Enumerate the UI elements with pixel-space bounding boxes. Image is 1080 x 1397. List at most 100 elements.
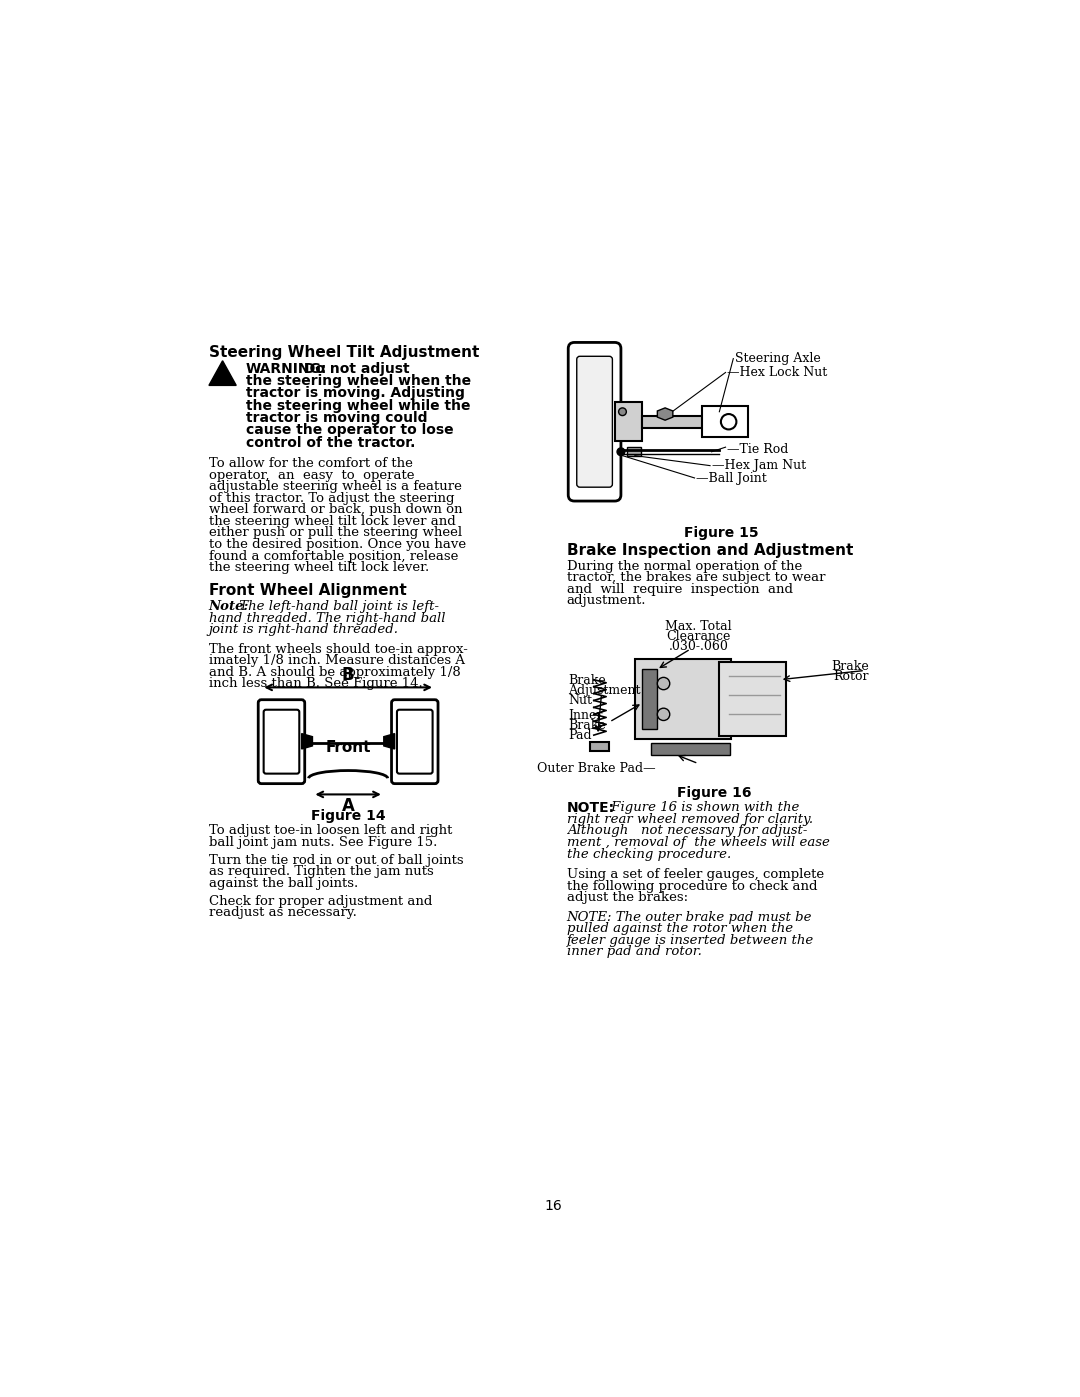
FancyBboxPatch shape [568, 342, 621, 502]
Text: imately 1/8 inch. Measure distances A: imately 1/8 inch. Measure distances A [208, 654, 464, 668]
Text: right rear wheel removed for clarity.: right rear wheel removed for clarity. [567, 813, 813, 826]
Text: against the ball joints.: against the ball joints. [208, 877, 357, 890]
FancyBboxPatch shape [702, 407, 748, 437]
Text: the steering wheel while the: the steering wheel while the [246, 398, 470, 412]
Text: Check for proper adjustment and: Check for proper adjustment and [208, 894, 432, 908]
Text: operator,  an  easy  to  operate: operator, an easy to operate [208, 469, 414, 482]
FancyBboxPatch shape [392, 700, 438, 784]
Text: Front: Front [325, 740, 370, 754]
Text: Pad: Pad [568, 729, 592, 742]
Text: Using a set of feeler gauges, complete: Using a set of feeler gauges, complete [567, 869, 824, 882]
Text: the steering wheel tilt lock lever.: the steering wheel tilt lock lever. [208, 562, 429, 574]
Circle shape [619, 408, 626, 415]
Text: —Ball Joint: —Ball Joint [697, 472, 767, 485]
FancyBboxPatch shape [642, 669, 658, 729]
Text: Rotor: Rotor [834, 671, 869, 683]
Circle shape [721, 414, 737, 429]
Text: Do not adjust: Do not adjust [298, 362, 409, 376]
Text: Inner: Inner [568, 708, 603, 722]
Text: and B. A should be approximately 1/8: and B. A should be approximately 1/8 [208, 666, 460, 679]
Text: WARNING:: WARNING: [246, 362, 327, 376]
Circle shape [617, 448, 625, 455]
FancyBboxPatch shape [627, 447, 642, 455]
Text: of this tractor. To adjust the steering: of this tractor. To adjust the steering [208, 492, 454, 504]
Text: During the normal operation of the: During the normal operation of the [567, 560, 802, 573]
Text: pulled against the rotor when the: pulled against the rotor when the [567, 922, 793, 935]
Text: Brake: Brake [832, 661, 869, 673]
FancyBboxPatch shape [635, 659, 731, 739]
Text: ball joint jam nuts. See Figure 15.: ball joint jam nuts. See Figure 15. [208, 835, 437, 849]
Text: Figure 16 is shown with the: Figure 16 is shown with the [607, 802, 799, 814]
FancyBboxPatch shape [615, 402, 642, 441]
Text: To adjust toe-in loosen left and right: To adjust toe-in loosen left and right [208, 824, 453, 837]
FancyBboxPatch shape [590, 742, 608, 752]
Text: The front wheels should toe-in approx-: The front wheels should toe-in approx- [208, 643, 468, 655]
Text: and  will  require  inspection  and: and will require inspection and [567, 583, 793, 595]
Text: Steering Wheel Tilt Adjustment: Steering Wheel Tilt Adjustment [208, 345, 480, 360]
Text: Nut: Nut [568, 693, 592, 707]
Text: tractor, the brakes are subject to wear: tractor, the brakes are subject to wear [567, 571, 825, 584]
Polygon shape [658, 408, 673, 420]
FancyBboxPatch shape [258, 700, 305, 784]
Text: Figure 15: Figure 15 [685, 525, 759, 539]
Text: The left-hand ball joint is left-: The left-hand ball joint is left- [235, 601, 438, 613]
Text: the following procedure to check and: the following procedure to check and [567, 880, 818, 893]
Text: Turn the tie rod in or out of ball joints: Turn the tie rod in or out of ball joint… [208, 854, 463, 866]
Polygon shape [301, 733, 312, 749]
Text: the steering wheel when the: the steering wheel when the [246, 374, 471, 388]
Text: inner pad and rotor.: inner pad and rotor. [567, 946, 702, 958]
Polygon shape [383, 733, 394, 749]
Text: To allow for the comfort of the: To allow for the comfort of the [208, 457, 413, 471]
Text: joint is right-hand threaded.: joint is right-hand threaded. [208, 623, 399, 637]
FancyBboxPatch shape [577, 356, 612, 488]
Text: Although   not necessary for adjust-: Although not necessary for adjust- [567, 824, 807, 837]
FancyBboxPatch shape [397, 710, 433, 774]
Text: control of the tractor.: control of the tractor. [246, 436, 415, 450]
Text: Note:: Note: [208, 601, 249, 613]
Text: readjust as necessary.: readjust as necessary. [208, 907, 356, 919]
Text: Adjustment: Adjustment [568, 683, 640, 697]
Text: cause the operator to lose: cause the operator to lose [246, 423, 454, 437]
Text: A: A [341, 798, 354, 816]
Text: ment , removal of  the wheels will ease: ment , removal of the wheels will ease [567, 835, 829, 849]
Text: adjustable steering wheel is a feature: adjustable steering wheel is a feature [208, 481, 461, 493]
Text: inch less than B. See Figure 14.: inch less than B. See Figure 14. [208, 678, 422, 690]
Text: Brake: Brake [568, 673, 606, 686]
Text: —Tie Rod: —Tie Rod [727, 443, 788, 455]
FancyBboxPatch shape [264, 710, 299, 774]
Text: wheel forward or back, push down on: wheel forward or back, push down on [208, 503, 462, 517]
Text: tractor is moving. Adjusting: tractor is moving. Adjusting [246, 387, 464, 401]
Text: Steering Axle: Steering Axle [734, 352, 821, 366]
Text: 16: 16 [544, 1200, 563, 1214]
Text: B: B [341, 666, 354, 685]
Text: found a comfortable position, release: found a comfortable position, release [208, 549, 458, 563]
Text: as required. Tighten the jam nuts: as required. Tighten the jam nuts [208, 865, 433, 879]
Text: Outer Brake Pad—: Outer Brake Pad— [537, 763, 656, 775]
Text: Figure 14: Figure 14 [311, 809, 386, 823]
Text: !: ! [219, 369, 226, 383]
Text: tractor is moving could: tractor is moving could [246, 411, 428, 425]
Text: hand threaded. The right-hand ball: hand threaded. The right-hand ball [208, 612, 445, 624]
FancyBboxPatch shape [642, 415, 704, 427]
Text: Brake: Brake [568, 719, 606, 732]
Circle shape [658, 678, 670, 690]
Text: Front Wheel Alignment: Front Wheel Alignment [208, 584, 406, 598]
Text: adjust the brakes:: adjust the brakes: [567, 891, 688, 904]
Text: .030-.060: .030-.060 [669, 640, 728, 652]
Text: Clearance: Clearance [666, 630, 730, 643]
Text: the checking procedure.: the checking procedure. [567, 848, 731, 861]
Polygon shape [208, 360, 237, 386]
FancyBboxPatch shape [651, 743, 730, 756]
Text: feeler gauge is inserted between the: feeler gauge is inserted between the [567, 933, 814, 947]
Text: Max. Total: Max. Total [665, 620, 732, 633]
Circle shape [658, 708, 670, 721]
FancyBboxPatch shape [719, 662, 786, 736]
Text: NOTE: The outer brake pad must be: NOTE: The outer brake pad must be [567, 911, 812, 923]
Text: Figure 16: Figure 16 [677, 787, 752, 800]
Text: Brake Inspection and Adjustment: Brake Inspection and Adjustment [567, 542, 853, 557]
Text: adjustment.: adjustment. [567, 594, 646, 608]
Text: the steering wheel tilt lock lever and: the steering wheel tilt lock lever and [208, 515, 456, 528]
Text: NOTE:: NOTE: [567, 802, 615, 816]
Text: to the desired position. Once you have: to the desired position. Once you have [208, 538, 465, 550]
Text: either push or pull the steering wheel: either push or pull the steering wheel [208, 527, 462, 539]
